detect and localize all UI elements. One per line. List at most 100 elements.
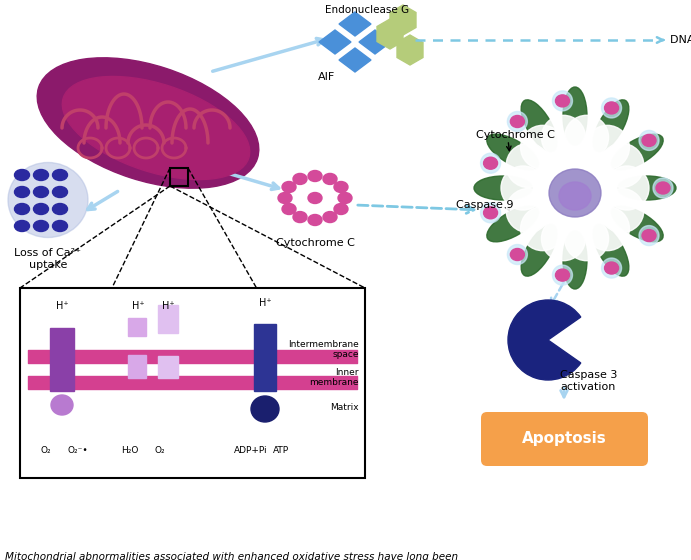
Ellipse shape xyxy=(656,182,670,194)
Ellipse shape xyxy=(605,102,618,114)
Text: Caspase 9: Caspase 9 xyxy=(456,200,513,210)
Polygon shape xyxy=(377,19,403,49)
Text: H⁺: H⁺ xyxy=(162,301,174,311)
Text: Cytochrome C: Cytochrome C xyxy=(276,238,354,248)
Text: Caspase 3
activation: Caspase 3 activation xyxy=(560,370,617,391)
Ellipse shape xyxy=(15,221,30,231)
Polygon shape xyxy=(397,35,423,65)
Ellipse shape xyxy=(334,203,348,214)
Circle shape xyxy=(602,258,622,278)
Ellipse shape xyxy=(62,76,249,180)
Ellipse shape xyxy=(612,134,663,170)
Ellipse shape xyxy=(593,225,629,276)
Circle shape xyxy=(565,217,609,261)
Text: ADP+Pi: ADP+Pi xyxy=(234,446,268,455)
Ellipse shape xyxy=(563,231,587,289)
Circle shape xyxy=(520,125,565,169)
Ellipse shape xyxy=(338,193,352,203)
Bar xyxy=(158,356,178,378)
Circle shape xyxy=(506,189,550,232)
Ellipse shape xyxy=(521,100,557,151)
Ellipse shape xyxy=(37,58,259,188)
Ellipse shape xyxy=(293,174,307,184)
Circle shape xyxy=(520,207,565,251)
Ellipse shape xyxy=(33,170,48,180)
Text: O₂: O₂ xyxy=(41,446,51,455)
Circle shape xyxy=(600,189,644,232)
Text: Cytochrome C: Cytochrome C xyxy=(476,130,555,140)
Text: ATP: ATP xyxy=(273,446,289,455)
Ellipse shape xyxy=(53,221,68,231)
Text: Inner
membrane: Inner membrane xyxy=(310,368,359,388)
Ellipse shape xyxy=(556,95,569,107)
Polygon shape xyxy=(319,30,351,54)
Ellipse shape xyxy=(293,212,307,222)
Ellipse shape xyxy=(618,176,676,200)
Polygon shape xyxy=(339,48,371,72)
Circle shape xyxy=(542,217,585,261)
Bar xyxy=(254,324,276,391)
Bar xyxy=(20,288,365,478)
Text: H⁺: H⁺ xyxy=(56,301,68,311)
Polygon shape xyxy=(339,12,371,36)
Ellipse shape xyxy=(308,214,322,226)
Bar xyxy=(50,328,74,391)
Ellipse shape xyxy=(53,203,68,214)
Ellipse shape xyxy=(33,221,48,231)
Bar xyxy=(158,305,178,333)
Circle shape xyxy=(501,166,545,210)
Ellipse shape xyxy=(593,100,629,151)
Ellipse shape xyxy=(308,170,322,181)
Ellipse shape xyxy=(308,193,322,203)
Ellipse shape xyxy=(563,87,587,145)
Ellipse shape xyxy=(487,206,538,242)
Text: H₂O: H₂O xyxy=(122,446,139,455)
Circle shape xyxy=(605,166,649,210)
Ellipse shape xyxy=(559,182,591,210)
Ellipse shape xyxy=(53,186,68,198)
Polygon shape xyxy=(359,30,391,54)
Text: DNA fragmenta: DNA fragmenta xyxy=(670,35,691,45)
Wedge shape xyxy=(508,300,580,380)
Circle shape xyxy=(653,178,673,198)
Ellipse shape xyxy=(8,162,88,237)
Circle shape xyxy=(565,115,609,159)
Circle shape xyxy=(553,265,572,285)
Text: AIF: AIF xyxy=(319,72,336,82)
Ellipse shape xyxy=(323,174,337,184)
Circle shape xyxy=(480,203,500,223)
Circle shape xyxy=(545,158,605,218)
Ellipse shape xyxy=(15,170,30,180)
Ellipse shape xyxy=(33,186,48,198)
Bar xyxy=(170,168,188,186)
Ellipse shape xyxy=(511,249,524,260)
Text: Endonuclease G: Endonuclease G xyxy=(325,5,409,15)
Polygon shape xyxy=(390,5,416,35)
Circle shape xyxy=(639,226,659,246)
Ellipse shape xyxy=(282,181,296,193)
Ellipse shape xyxy=(511,115,524,128)
Text: O₂: O₂ xyxy=(155,446,165,455)
Circle shape xyxy=(480,153,500,173)
Ellipse shape xyxy=(484,157,498,169)
Ellipse shape xyxy=(549,169,601,217)
Text: H⁺: H⁺ xyxy=(258,298,272,308)
Text: Matrix: Matrix xyxy=(330,403,359,412)
Ellipse shape xyxy=(605,262,618,274)
Ellipse shape xyxy=(51,395,73,415)
Circle shape xyxy=(507,245,527,264)
Ellipse shape xyxy=(323,212,337,222)
Text: O₂⁻•: O₂⁻• xyxy=(68,446,88,455)
Circle shape xyxy=(553,91,572,111)
Ellipse shape xyxy=(521,225,557,276)
Ellipse shape xyxy=(15,203,30,214)
Ellipse shape xyxy=(251,396,279,422)
Ellipse shape xyxy=(612,206,663,242)
Ellipse shape xyxy=(282,203,296,214)
Text: Intermembrane
space: Intermembrane space xyxy=(288,340,359,360)
Ellipse shape xyxy=(642,230,656,241)
Text: H⁺: H⁺ xyxy=(132,301,144,311)
Ellipse shape xyxy=(642,134,656,146)
Ellipse shape xyxy=(33,203,48,214)
Ellipse shape xyxy=(474,176,532,200)
